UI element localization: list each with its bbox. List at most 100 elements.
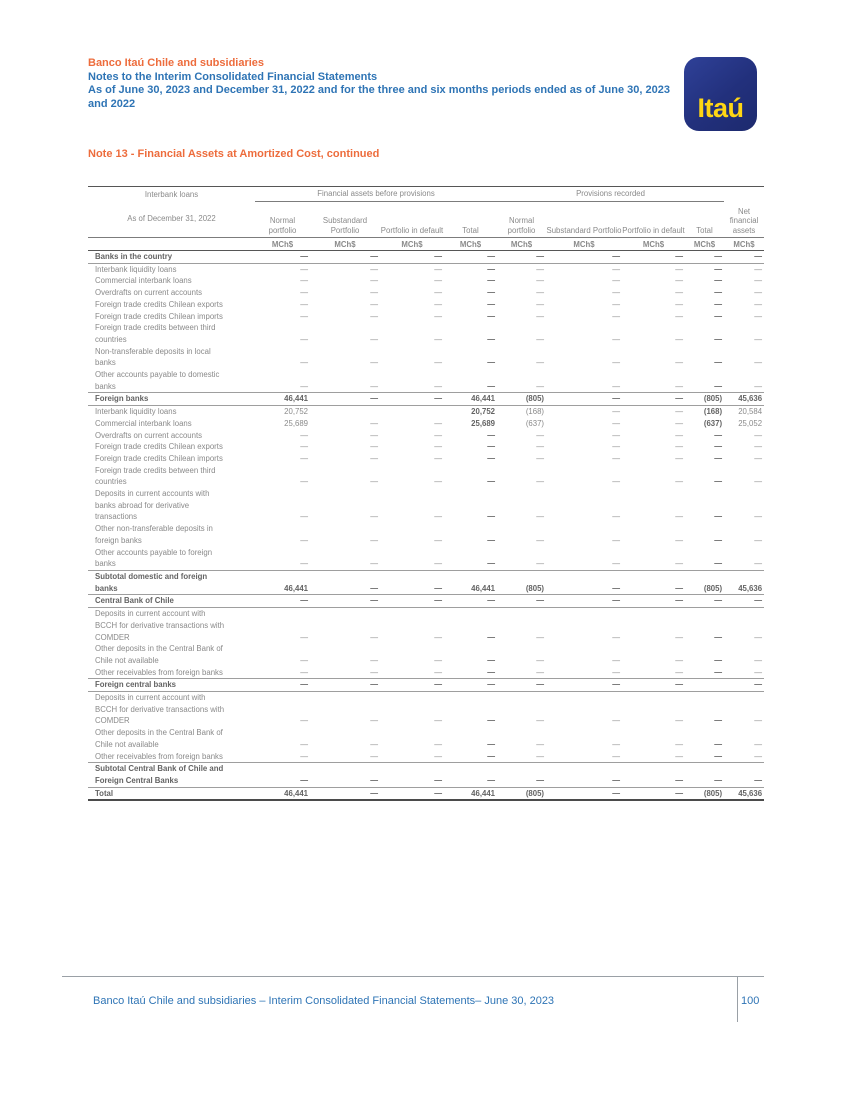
cell-value: — xyxy=(300,655,308,665)
cell-value: 25,689 xyxy=(471,418,496,428)
unit-cell: MCh$ xyxy=(685,237,725,251)
cell-value: — xyxy=(675,535,684,545)
row-label: Foreign trade credits Chilean imports xyxy=(95,311,223,321)
cell-value: — xyxy=(612,276,621,286)
cell-value: — xyxy=(487,716,496,726)
cell-value: (637) xyxy=(525,418,545,428)
cell-value: — xyxy=(536,453,545,463)
cell-value: — xyxy=(300,535,308,545)
cell-value: — xyxy=(612,334,621,344)
row-label: Foreign trade credits between third coun… xyxy=(95,323,216,344)
cell-value: — xyxy=(714,358,723,368)
table-row: Other non-transferable deposits in forei… xyxy=(88,523,764,546)
cell-value: — xyxy=(675,477,684,487)
cell-value: — xyxy=(310,762,380,788)
table-row: Central Bank of Chile — — — — — — — — — xyxy=(88,594,765,609)
cell-value: — xyxy=(300,632,308,642)
cell-value: — xyxy=(370,276,378,286)
cell-value: — xyxy=(754,655,763,665)
corner-title: Interbank loans xyxy=(144,189,199,199)
row-label: Other receivables from foreign banks xyxy=(95,751,223,761)
unit-cell: MCh$ xyxy=(380,237,444,251)
cell-value: — xyxy=(714,477,723,487)
table-row: Other accounts payable to domestic banks… xyxy=(88,369,764,393)
cell-value: — xyxy=(487,299,496,309)
cell-value: 46,441 xyxy=(255,392,310,407)
cell-value: (805) xyxy=(685,569,725,596)
cell-value: — xyxy=(546,678,623,693)
cell-value: — xyxy=(487,288,496,298)
cell-value: — xyxy=(444,250,498,264)
cell-value: — xyxy=(487,311,496,321)
cell-value: — xyxy=(444,678,498,693)
cell-value: — xyxy=(675,739,684,749)
cell-value: — xyxy=(714,430,723,440)
cell-value: — xyxy=(370,311,378,321)
cell-value: — xyxy=(300,288,308,298)
cell-value: 46,441 xyxy=(255,569,310,596)
cell-value: — xyxy=(380,678,444,693)
table-row: Foreign trade credits between third coun… xyxy=(88,322,764,345)
cell-value xyxy=(380,406,444,418)
cell-value: — xyxy=(714,264,723,274)
cell-value: — xyxy=(675,655,684,665)
cell-value: — xyxy=(380,250,444,264)
table-row: Foreign trade credits Chilean exports — — —… xyxy=(88,299,764,311)
table-row: Foreign central banks — — — — — — — — xyxy=(88,678,765,693)
cell-value: — xyxy=(612,716,621,726)
row-label: Overdrafts on current accounts xyxy=(95,430,203,440)
cell-value: — xyxy=(487,442,496,452)
row-label: Commercial interbank loans xyxy=(95,418,192,428)
unit-row: MCh$ MCh$ MCh$ MCh$ MCh$ MCh$ MCh$ MCh$ MCh$ xyxy=(88,237,765,251)
table-row: Overdrafts on current accounts — — — — — — — — — xyxy=(88,430,764,442)
cell-value: — xyxy=(487,655,496,665)
cell-value: — xyxy=(434,512,442,522)
cell-value: — xyxy=(434,311,442,321)
row-label: Deposits in current account with BCCH fo… xyxy=(95,609,225,642)
cell-value: — xyxy=(714,334,723,344)
cell-value: 45,636 xyxy=(724,392,765,407)
cell-value: — xyxy=(370,655,378,665)
cell-value: (168) xyxy=(525,407,545,417)
cell-value: — xyxy=(612,667,621,677)
group-header-row: Interbank loans Financial assets before … xyxy=(88,186,764,202)
cell-value: — xyxy=(622,594,686,609)
cell-value: — xyxy=(754,334,763,344)
cell-value: — xyxy=(310,594,380,609)
cell-value: — xyxy=(714,655,723,665)
cell-value: 25,052 xyxy=(738,418,763,428)
cell-value: — xyxy=(434,655,442,665)
cell-value: — xyxy=(300,739,308,749)
cell-value: — xyxy=(714,739,723,749)
table-row: Banks in the country — — — — — — — — — xyxy=(88,250,765,264)
cell-value: 45,636 xyxy=(724,786,765,802)
cell-value: 20,584 xyxy=(738,407,763,417)
table-row: Other receivables from foreign banks — — — —… xyxy=(88,667,764,679)
cell-value: — xyxy=(536,299,545,309)
cell-value: — xyxy=(310,250,380,264)
cell-value: — xyxy=(310,678,380,693)
cell-value: — xyxy=(370,477,378,487)
cell-value: — xyxy=(370,739,378,749)
cell-value: — xyxy=(487,381,496,391)
cell-value: — xyxy=(370,442,378,452)
cell-value: — xyxy=(434,288,442,298)
group-header-before-provisions: Financial assets before provisions xyxy=(255,186,498,202)
cell-value: — xyxy=(487,739,496,749)
cell-value: — xyxy=(487,276,496,286)
cell-value: 46,441 xyxy=(255,786,310,802)
column-header: Portfolio in default xyxy=(622,201,686,238)
footer-text: Banco Itaú Chile and subsidiaries – Inte… xyxy=(93,995,555,1007)
cell-value: — xyxy=(370,288,378,298)
footer-divider xyxy=(62,976,764,977)
cell-value: — xyxy=(487,667,496,677)
cell-value: — xyxy=(300,667,308,677)
cell-value: — xyxy=(370,264,378,274)
cell-value: — xyxy=(754,442,763,452)
cell-value: — xyxy=(754,453,763,463)
cell-value: — xyxy=(724,678,765,693)
cell-value: — xyxy=(546,762,623,788)
row-label: Foreign banks xyxy=(88,392,255,407)
cell-value: — xyxy=(612,381,621,391)
